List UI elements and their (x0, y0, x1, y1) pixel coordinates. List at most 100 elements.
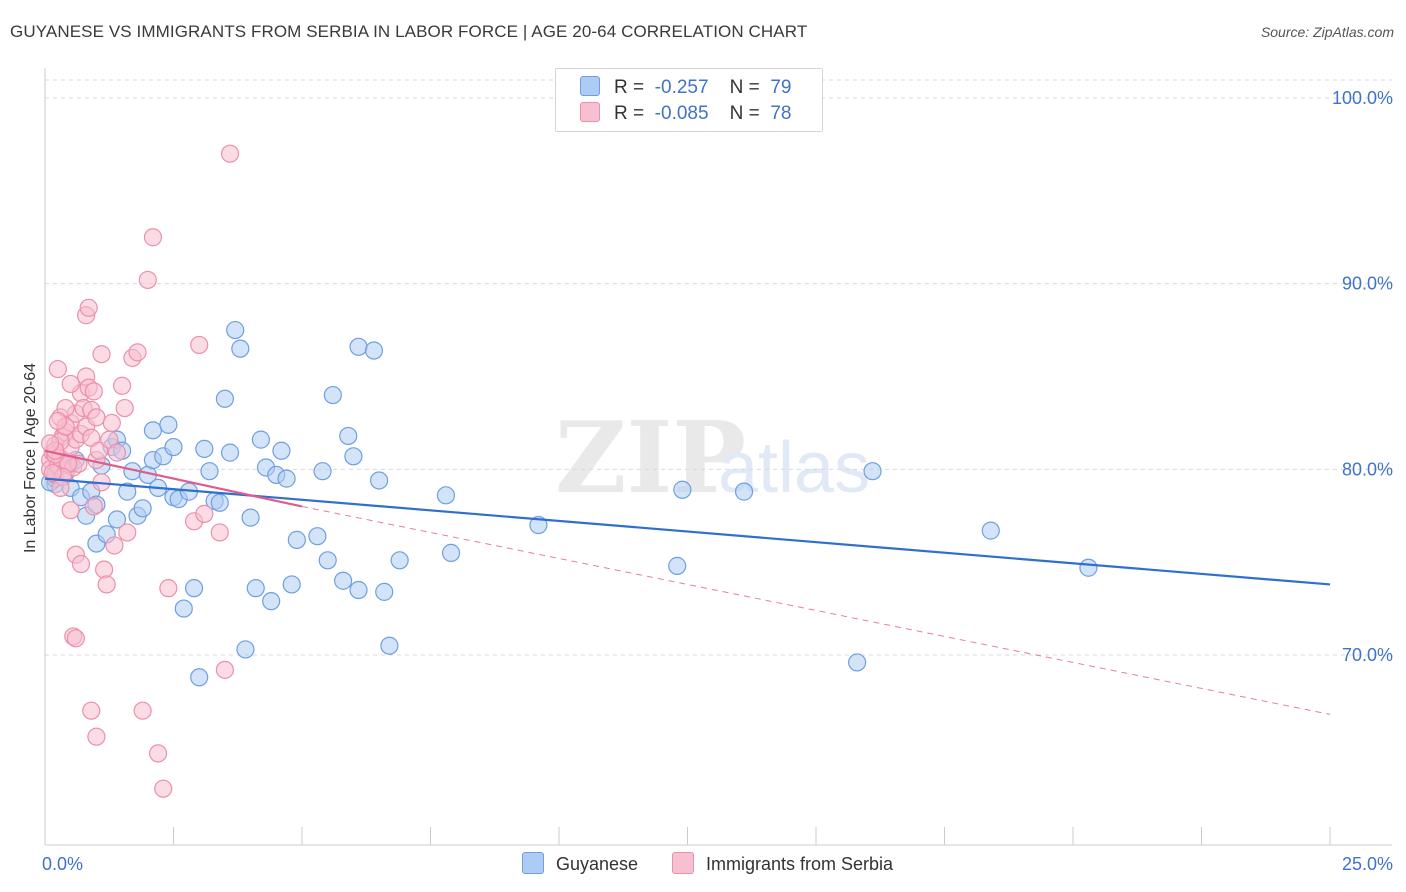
bottom-legend-label-guyanese: Guyanese (556, 854, 639, 874)
data-point (184, 579, 204, 598)
trend-line-solid-serbia (44, 449, 303, 508)
watermark-zip: ZIP (555, 401, 746, 516)
legend-row-guyanese: R = -0.257 N = 79 (580, 76, 791, 100)
data-point (277, 469, 296, 488)
data-point (1079, 558, 1098, 577)
data-point (220, 144, 240, 163)
data-point (981, 521, 1000, 540)
data-point (87, 727, 106, 746)
data-point (87, 408, 106, 427)
legend-r-value: -0.257 (654, 77, 709, 98)
legend-r-value: -0.085 (654, 103, 709, 124)
data-point (215, 389, 234, 408)
data-point (349, 337, 368, 356)
data-point (48, 411, 67, 431)
data-point (364, 341, 384, 360)
legend-swatch-serbia (580, 102, 600, 122)
data-point (61, 501, 80, 520)
points-guyanese (41, 320, 1098, 687)
data-point (89, 441, 109, 460)
data-point (143, 421, 163, 440)
data-point (105, 536, 124, 555)
legend-n-value: 78 (770, 103, 792, 124)
data-point (231, 339, 250, 358)
data-point (210, 493, 229, 512)
data-point (102, 413, 121, 433)
data-point (84, 382, 103, 401)
y-axis-label: In Labor Force | Age 20-64 (22, 363, 39, 553)
data-point (215, 660, 234, 679)
data-point (133, 701, 152, 720)
data-point (174, 599, 193, 618)
data-point (95, 560, 114, 579)
data-point (441, 543, 461, 562)
data-point (118, 523, 137, 542)
data-point (380, 636, 399, 655)
legend-n-label: N = (729, 77, 760, 98)
chart-title: GUYANESE VS IMMIGRANTS FROM SERBIA IN LA… (10, 22, 808, 41)
data-point (159, 415, 178, 434)
data-point (734, 482, 754, 501)
y-tick-label: 80.0% (1342, 459, 1393, 479)
data-point (313, 462, 332, 481)
data-point (282, 575, 301, 594)
data-point (128, 343, 147, 362)
data-point (673, 480, 692, 499)
data-point (92, 345, 111, 364)
data-point (349, 580, 368, 600)
data-point (436, 486, 456, 505)
legend-swatch-guyanese (580, 76, 600, 96)
data-point (97, 575, 116, 594)
data-point (154, 779, 173, 798)
data-point (112, 376, 132, 395)
data-point (339, 426, 358, 446)
data-point (138, 270, 157, 290)
legend-n-label: N = (729, 103, 760, 124)
data-point (190, 335, 209, 355)
data-point (118, 482, 137, 501)
y-tick-label: 100.0% (1332, 88, 1393, 108)
bottom-legend-swatch-guyanese (522, 852, 544, 874)
data-point (251, 430, 270, 449)
data-point (107, 510, 127, 529)
legend-r-label: R = (614, 103, 645, 124)
data-point (220, 443, 240, 462)
source-label: Source: ZipAtlas.com (1260, 24, 1394, 40)
data-point (668, 556, 687, 575)
data-point (200, 462, 219, 481)
data-point (190, 668, 209, 687)
data-point (195, 439, 214, 459)
data-point (848, 653, 867, 672)
data-point (79, 298, 98, 317)
data-point (71, 554, 91, 574)
correlation-legend: R = -0.257 N = 79 R = -0.085 N = 78 (555, 68, 823, 132)
bottom-legend-guyanese[interactable]: Guyanese (522, 852, 638, 875)
data-point (318, 551, 337, 570)
data-point (390, 551, 409, 570)
data-point (82, 701, 101, 720)
legend-n-value: 79 (770, 77, 792, 98)
data-point (41, 434, 60, 453)
data-point (133, 499, 152, 518)
legend-row-serbia: R = -0.085 N = 78 (580, 102, 791, 126)
x-tick-label: 0.0% (42, 854, 83, 874)
bottom-legend-serbia[interactable]: Immigrants from Serbia (672, 852, 893, 875)
data-point (66, 629, 85, 648)
data-point (143, 228, 163, 247)
data-point (287, 530, 306, 549)
bottom-legend-label-serbia: Immigrants from Serbia (706, 854, 894, 874)
data-point (236, 640, 255, 659)
data-point (334, 571, 353, 590)
watermark: ZIP atlas (555, 401, 870, 516)
data-point (115, 398, 134, 418)
data-point (246, 579, 265, 598)
data-point (43, 463, 62, 483)
data-point (164, 437, 183, 457)
x-tick-label: 25.0% (1342, 854, 1393, 874)
y-tick-label: 70.0% (1342, 645, 1393, 665)
data-point (107, 443, 127, 462)
data-point (262, 592, 281, 611)
data-point (308, 527, 327, 546)
data-point (48, 359, 67, 379)
